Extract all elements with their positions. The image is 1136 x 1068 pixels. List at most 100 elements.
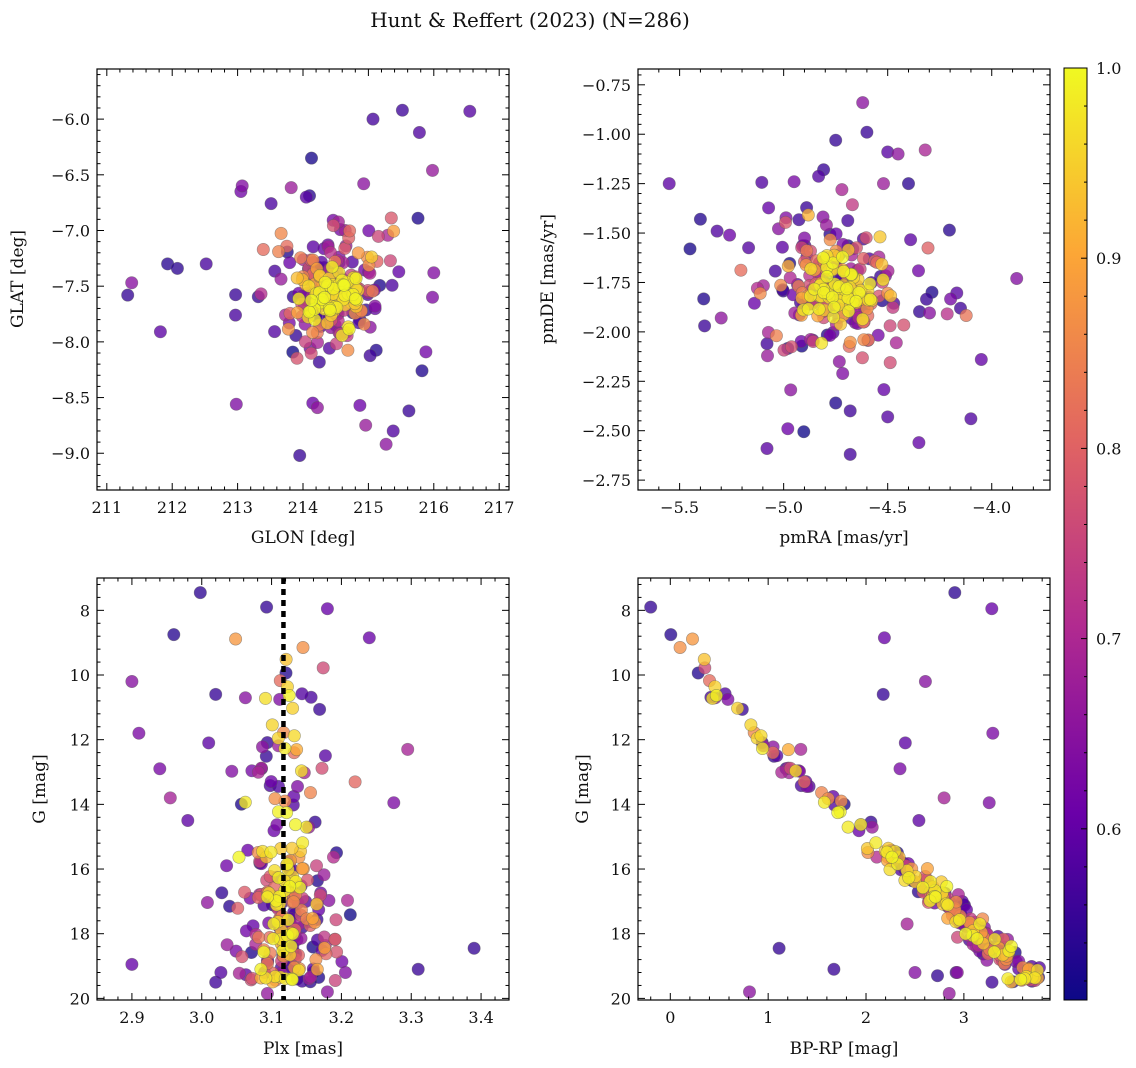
pm-star-point <box>804 262 818 276</box>
pm-star-point <box>859 231 873 245</box>
pm-star-point <box>801 208 815 222</box>
plx-star-point <box>292 963 306 977</box>
plx-star-point <box>294 764 308 778</box>
sky-xtick-label: 217 <box>484 498 515 517</box>
pm-star-point <box>683 242 697 256</box>
sky-star-point <box>272 245 286 259</box>
plx-star-point <box>286 701 300 715</box>
plx-star-point <box>317 941 331 955</box>
sky-star-point <box>298 335 312 349</box>
plx-star-point <box>265 718 279 732</box>
sky-ytick-label: −6.5 <box>51 166 90 185</box>
sky-star-point <box>383 254 397 268</box>
cmd-star-point <box>973 917 987 931</box>
pm-star-point <box>823 328 837 342</box>
pm-star-point <box>912 436 926 450</box>
plx-star-point <box>251 765 265 779</box>
sky-star-point <box>310 401 324 415</box>
sky-star-point <box>264 197 278 211</box>
sky-star-point <box>419 345 433 359</box>
pm-star-point <box>837 264 851 278</box>
pm-star-point <box>857 333 871 347</box>
pm-star-point <box>843 404 857 418</box>
plx-star-point <box>200 895 214 909</box>
sky-star-point <box>268 325 282 339</box>
cmd-star-point <box>1001 972 1015 986</box>
cmd-star-point <box>817 795 831 809</box>
plx-star-point <box>401 742 415 756</box>
cmd-star-point <box>876 687 890 701</box>
pm-star-point <box>964 412 978 426</box>
pm-star-point <box>856 252 870 266</box>
pm-star-point <box>774 278 788 292</box>
pm-ytick-label: −1.75 <box>582 273 631 292</box>
sky-star-point <box>425 290 439 304</box>
plx-star-point <box>340 893 354 907</box>
cmd-star-point <box>893 762 907 776</box>
plx-star-point <box>232 966 246 980</box>
cmd-star-point <box>721 692 735 706</box>
pm-star-point <box>881 410 895 424</box>
sky-star-point <box>290 351 304 365</box>
colorbar-gradient <box>1063 67 1088 1001</box>
cmd-star-point <box>986 726 1000 740</box>
pm-star-point <box>841 214 855 228</box>
pm-star-point <box>904 233 918 247</box>
colorbar-tick-label: 0.7 <box>1096 630 1121 649</box>
pm-star-point <box>875 257 889 271</box>
pm-xtick-label: −4.5 <box>868 498 907 517</box>
pm-star-point <box>856 96 870 110</box>
plx-star-point <box>282 688 296 702</box>
plx-star-point <box>467 941 481 955</box>
plx-star-point <box>317 930 331 944</box>
sky-ytick-label: −9.0 <box>51 444 90 463</box>
sky-star-point <box>411 211 425 225</box>
sky-star-point <box>306 325 320 339</box>
pm-axes-frame <box>637 68 1051 491</box>
plx-star-point <box>220 859 234 873</box>
pm-star-point <box>918 143 932 157</box>
sky-star-point <box>353 398 367 412</box>
sky-star-point <box>366 112 380 126</box>
cmd-star-point <box>869 836 883 850</box>
panel-sky: 211 212 213 214 215 216 217 −9.0 −8.5 −8.0 −7.5 −7.… <box>8 68 515 548</box>
plx-ytick-label: 16 <box>70 860 90 879</box>
plx-star-point <box>193 586 207 600</box>
sky-star-point <box>415 364 429 378</box>
plx-xtick-label: 3.3 <box>399 1008 424 1027</box>
pm-scatter-points <box>662 96 1024 461</box>
plx-star-point <box>215 886 229 900</box>
cmd-ytick-label: 20 <box>611 989 631 1008</box>
sky-star-point <box>153 325 167 339</box>
cmd-star-point <box>789 764 803 778</box>
pm-ytick-label: −2.00 <box>582 323 631 342</box>
plx-star-point <box>238 885 252 899</box>
pm-star-point <box>876 177 890 191</box>
plx-star-point <box>290 779 304 793</box>
cmd-ytick-label: 18 <box>611 925 631 944</box>
plx-xtick-label: 3.4 <box>468 1008 493 1027</box>
pm-ticks: −5.5 −5.0 −4.5 −4.0 −2.75 −2.50 −2.25 −2.00 −1.7… <box>582 69 1050 517</box>
pm-star-point <box>815 336 829 350</box>
pm-star-point <box>832 355 846 369</box>
pm-star-point <box>816 251 830 265</box>
pm-star-point <box>775 240 789 254</box>
cmd-xtick-label: 0 <box>665 1008 675 1027</box>
cmd-star-point <box>912 813 926 827</box>
plx-star-point <box>163 791 177 805</box>
sky-star-point <box>427 266 441 280</box>
pm-star-point <box>884 289 898 303</box>
sky-star-point <box>299 190 313 204</box>
pm-star-point <box>883 319 897 333</box>
pm-star-point <box>760 441 774 455</box>
cmd-star-point <box>937 791 951 805</box>
pm-star-point <box>710 224 724 238</box>
plx-star-point <box>296 640 310 654</box>
colorbar: 0.6 0.7 0.8 0.9 1.0 <box>1063 59 1121 1001</box>
sky-star-point <box>199 257 213 271</box>
cmd-star-point <box>854 818 868 832</box>
cmd-star-point <box>755 741 769 755</box>
plx-xtick-label: 3.2 <box>329 1008 354 1027</box>
colorbar-tick-label: 0.6 <box>1096 820 1121 839</box>
